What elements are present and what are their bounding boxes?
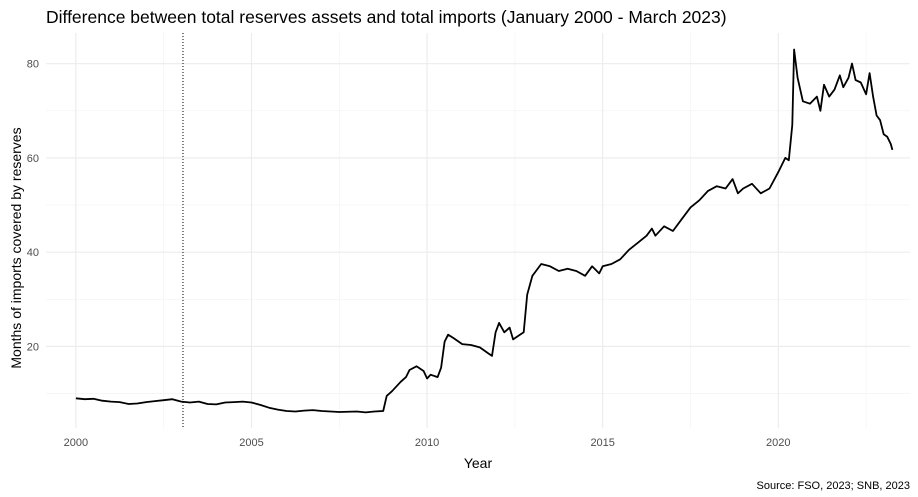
series-line: [75, 48, 894, 414]
x-tick-label: 2000: [64, 437, 88, 449]
x-tick-label: 2005: [239, 437, 263, 449]
source-caption: Source: FSO, 2023; SNB, 2023: [757, 480, 910, 492]
x-tick-label: 2010: [415, 437, 439, 449]
x-tick-label: 2015: [590, 437, 614, 449]
y-tick-label: 80: [27, 59, 39, 71]
minor-gridlines: [46, 33, 910, 428]
y-tick-label: 20: [27, 341, 39, 353]
y-axis-ticks: 20 40 60 80: [27, 59, 39, 354]
y-axis-title: Months of imports covered by reserves: [8, 127, 24, 368]
major-gridlines: [46, 33, 910, 428]
x-axis-ticks: 2000 2005 2010 2015 2020: [64, 437, 791, 449]
x-axis-title: Year: [464, 455, 493, 471]
y-tick-label: 60: [27, 153, 39, 165]
chart-title: Difference between total reserves assets…: [46, 7, 727, 27]
x-tick-label: 2020: [766, 437, 790, 449]
y-tick-label: 40: [27, 247, 39, 259]
